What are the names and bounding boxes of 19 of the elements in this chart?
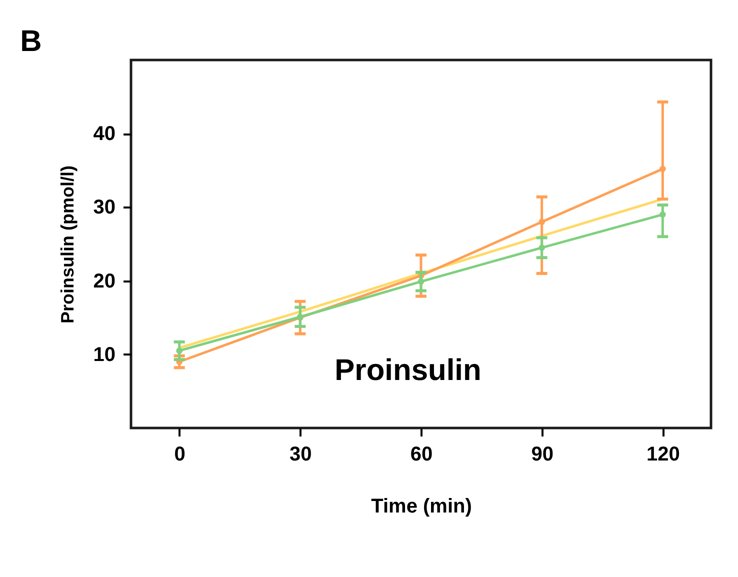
y-axis-title: Proinsulin (pmol/l) [57, 166, 78, 324]
y-tick-label: 40 [93, 123, 116, 146]
y-tick-label: 10 [93, 344, 116, 366]
x-axis-title: Time (min) [371, 496, 472, 518]
x-tick-label: 90 [531, 444, 554, 466]
x-tick-label: 0 [174, 444, 186, 466]
y-tick-label: 20 [93, 270, 116, 292]
point [538, 218, 545, 226]
x-tick-label: 120 [646, 444, 680, 466]
text: B [20, 25, 42, 58]
point [538, 244, 545, 251]
point [176, 348, 182, 354]
point [660, 211, 666, 218]
annotation: Proinsulin [334, 354, 482, 387]
x-tick-label: 60 [410, 444, 433, 466]
point [418, 278, 424, 285]
y-tick-label: 30 [93, 196, 116, 219]
point [660, 166, 666, 172]
x-tick-label: 30 [290, 444, 312, 466]
